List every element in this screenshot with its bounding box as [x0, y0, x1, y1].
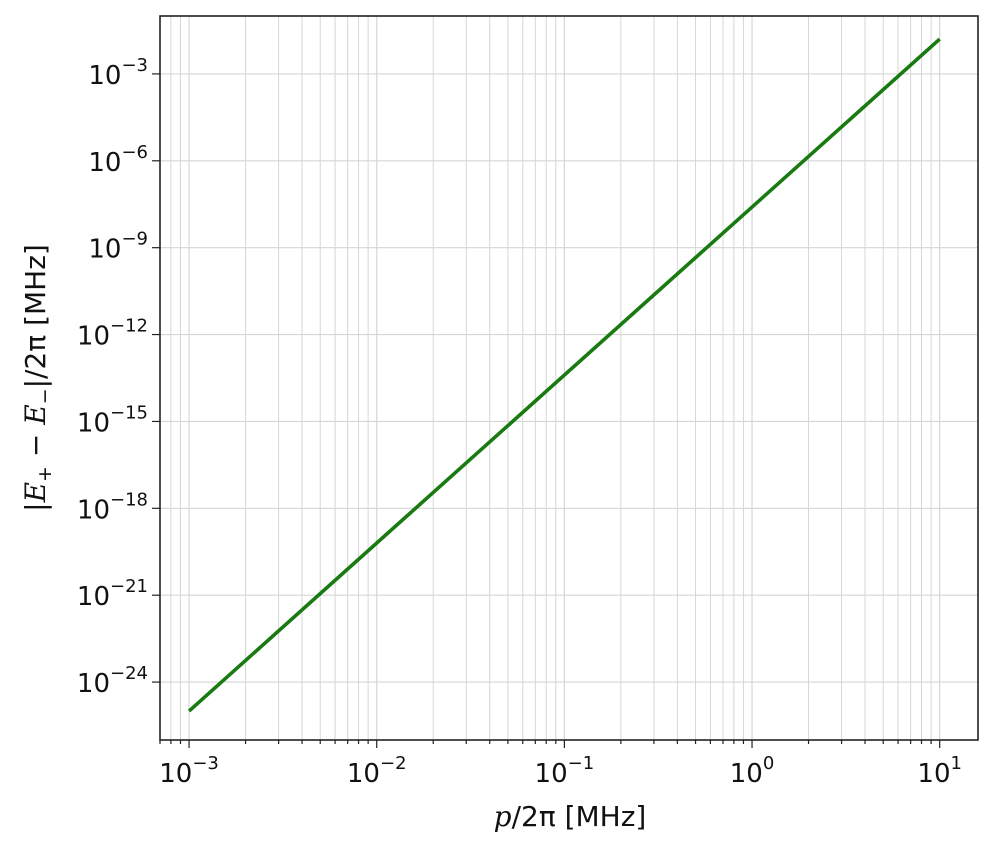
- y-tick-label: 10−18: [77, 489, 148, 525]
- y-tick-label: 10−3: [88, 55, 148, 91]
- y-axis-bar: |: [19, 502, 52, 511]
- y-axis-var2: E: [19, 404, 52, 425]
- series-line: [187, 37, 941, 713]
- y-tick-label: 10−24: [77, 663, 148, 699]
- y-tick-label: 10−9: [88, 229, 148, 265]
- y-tick-label: 10−15: [77, 402, 148, 438]
- y-axis-sub2: −: [34, 388, 56, 404]
- x-tick-label: 10−3: [159, 753, 219, 789]
- x-axis-label: p/2π [MHz]: [494, 800, 647, 833]
- y-axis-rest: |/2π [MHz]: [19, 244, 52, 388]
- y-axis-minus: −: [19, 425, 52, 466]
- y-tick-label: 10−12: [77, 316, 148, 352]
- y-axis-var1: E: [19, 482, 52, 503]
- y-tick-label: 10−6: [88, 142, 148, 178]
- x-tick-label: 10−2: [347, 753, 407, 789]
- series-layer: [187, 37, 941, 713]
- x-tick-labels: 10−3 10−2 10−1 100 101: [159, 753, 962, 789]
- y-tick-label: 10−21: [77, 576, 148, 612]
- y-axis-sub1: +: [34, 466, 56, 482]
- x-tick-label: 101: [917, 753, 962, 789]
- x-tick-label: 10−1: [535, 753, 595, 789]
- plot-frame: [159, 15, 979, 741]
- x-tick-label: 100: [730, 753, 775, 789]
- tick-marks: [152, 73, 941, 748]
- y-axis-label: |E+ − E−|/2π [MHz]: [19, 244, 56, 512]
- grid-lines: [159, 16, 978, 740]
- x-axis-var: p: [494, 800, 512, 833]
- y-tick-labels: 10−3 10−6 10−9 10−12 10−15 10−18 10−21 10−24: [77, 55, 148, 699]
- x-axis-rest: /2π [MHz]: [512, 800, 647, 833]
